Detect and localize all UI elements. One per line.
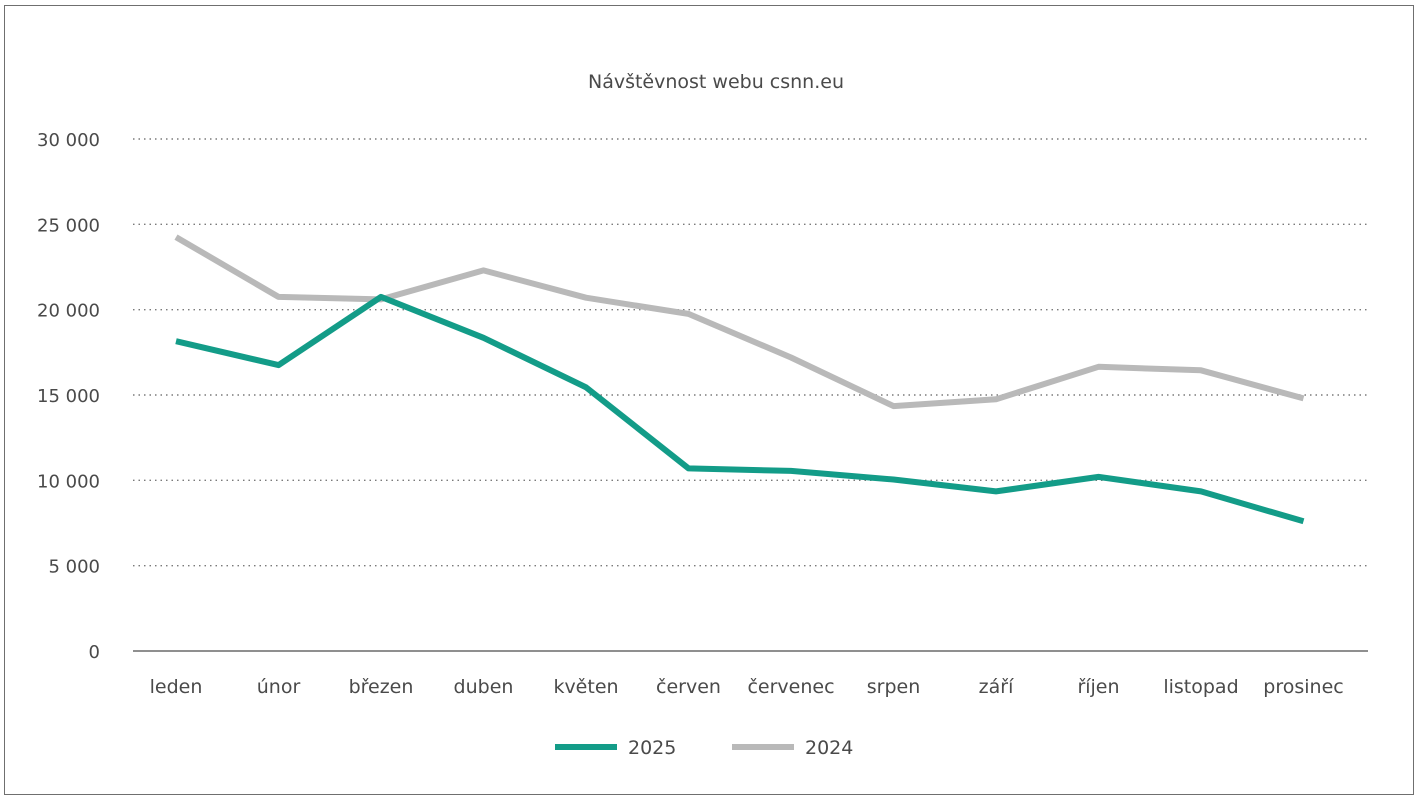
- x-tick-label: leden: [150, 676, 203, 698]
- x-tick-label: červenec: [747, 676, 834, 698]
- x-tick-label: březen: [349, 676, 414, 698]
- y-tick-label: 0: [89, 642, 100, 663]
- series-lines: [174, 234, 1305, 525]
- x-tick-label: srpen: [867, 676, 921, 698]
- y-tick-label: 10 000: [37, 471, 100, 492]
- x-tick-label: červen: [656, 676, 721, 698]
- chart-title: Návštěvnost webu csnn.eu: [588, 71, 844, 93]
- chart-frame: [4, 5, 1414, 795]
- x-tick-label: říjen: [1077, 676, 1119, 698]
- series-line-2025: [175, 293, 1305, 525]
- y-tick-label: 5 000: [48, 557, 100, 578]
- y-tick-label: 25 000: [37, 215, 100, 236]
- y-tick-label: 30 000: [37, 130, 100, 151]
- series-line-2024: [174, 234, 1305, 410]
- x-tick-label: září: [979, 676, 1014, 698]
- x-tick-label: prosinec: [1263, 676, 1343, 698]
- legend-label-2024: 2024: [805, 737, 853, 759]
- x-tick-label: únor: [257, 676, 301, 698]
- x-tick-label: květen: [553, 676, 618, 698]
- y-tick-label: 15 000: [37, 386, 100, 407]
- grid-lines: [133, 138, 1368, 567]
- x-tick-label: duben: [454, 676, 514, 698]
- x-tick-label: listopad: [1163, 676, 1238, 698]
- legend: 2025 2024: [555, 737, 853, 759]
- y-tick-label: 20 000: [37, 301, 100, 322]
- y-axis-ticks: 0 5 000 10 000 15 000 20 000 25 000 30 000: [37, 130, 100, 663]
- x-axis-ticks: leden únor březen duben květen červen červenec…: [150, 676, 1344, 698]
- legend-label-2025: 2025: [628, 737, 676, 759]
